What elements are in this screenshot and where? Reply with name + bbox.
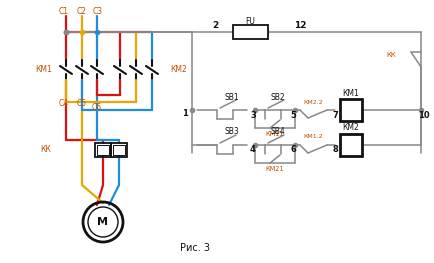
Text: КМ2.2: КМ2.2 bbox=[303, 99, 323, 104]
Text: Рис. 3: Рис. 3 bbox=[180, 243, 210, 253]
Bar bbox=[340, 99, 362, 121]
Text: SB4: SB4 bbox=[271, 128, 286, 136]
Text: 10: 10 bbox=[418, 110, 430, 119]
Text: КМ21: КМ21 bbox=[266, 166, 284, 172]
Text: C2: C2 bbox=[77, 8, 87, 17]
Text: КМ1.2: КМ1.2 bbox=[303, 134, 323, 139]
Text: КК: КК bbox=[41, 145, 51, 154]
Bar bbox=[113, 145, 125, 155]
Text: 4: 4 bbox=[250, 145, 256, 154]
Text: 6: 6 bbox=[290, 145, 296, 154]
Text: КМ1: КМ1 bbox=[35, 65, 52, 74]
Text: C3: C3 bbox=[93, 8, 103, 17]
Text: 8: 8 bbox=[332, 145, 338, 154]
Bar bbox=[233, 25, 268, 39]
Text: М: М bbox=[98, 217, 108, 227]
Text: C5: C5 bbox=[77, 99, 87, 108]
Text: КМ2: КМ2 bbox=[342, 124, 359, 133]
Text: SB3: SB3 bbox=[225, 128, 240, 136]
Text: C1: C1 bbox=[59, 8, 69, 17]
Text: FU: FU bbox=[246, 17, 256, 26]
Text: КМ1: КМ1 bbox=[342, 89, 359, 98]
Text: C6: C6 bbox=[92, 104, 102, 113]
Text: 5: 5 bbox=[290, 110, 296, 119]
Text: 12: 12 bbox=[294, 22, 306, 31]
Bar bbox=[95, 143, 111, 157]
Text: 2: 2 bbox=[212, 22, 218, 31]
Text: КМ2: КМ2 bbox=[170, 65, 187, 74]
Text: 3: 3 bbox=[250, 110, 256, 119]
Text: 7: 7 bbox=[332, 110, 338, 119]
Bar bbox=[340, 134, 362, 156]
Text: КМ11: КМ11 bbox=[266, 131, 284, 137]
Bar bbox=[97, 145, 109, 155]
Text: C4: C4 bbox=[59, 99, 69, 108]
Text: SB1: SB1 bbox=[225, 93, 239, 102]
Bar bbox=[111, 143, 127, 157]
Text: 1: 1 bbox=[182, 109, 188, 119]
Text: КК: КК bbox=[386, 52, 396, 58]
Text: SB2: SB2 bbox=[271, 93, 285, 102]
